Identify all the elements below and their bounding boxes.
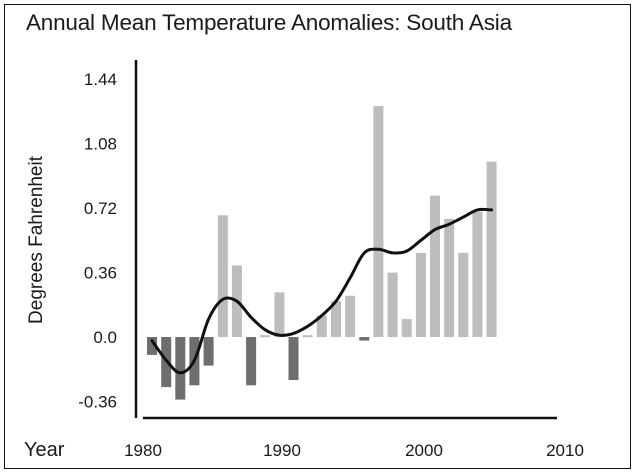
bar-1989 — [274, 292, 285, 338]
y-tick-label: 1.44 — [84, 70, 117, 89]
y-axis-label: Degrees Fahrenheit — [26, 155, 47, 324]
y-tick-label: 0.72 — [84, 199, 117, 218]
bar-2000 — [430, 195, 440, 337]
bar-1980 — [147, 337, 157, 355]
chart-frame — [4, 4, 631, 469]
bar-1982 — [175, 337, 186, 400]
bar-1993 — [331, 301, 341, 337]
x-tick-labels: 1980 1990 2000 2010 — [124, 441, 584, 460]
x-axis-label: Year — [24, 439, 65, 461]
x-tick-label: 2000 — [405, 441, 443, 460]
y-tick-label: 0.36 — [84, 264, 117, 283]
bar-1987 — [246, 337, 257, 386]
trend-line — [150, 207, 494, 375]
bar-1984 — [203, 337, 214, 366]
bar-2004 — [486, 161, 497, 337]
y-tick-label: 1.08 — [84, 135, 117, 154]
bar-2002 — [458, 252, 469, 337]
bar-group — [147, 106, 497, 400]
bar-1991 — [302, 335, 313, 338]
chart-title: Annual Mean Temperature Anomalies: South… — [26, 10, 512, 35]
bar-1988 — [260, 335, 271, 338]
bar-2003 — [472, 211, 483, 337]
x-tick-label: 2010 — [546, 441, 584, 460]
y-tick-label: -0.36 — [78, 392, 117, 411]
bar-1994 — [345, 295, 356, 337]
bar-1992 — [316, 315, 327, 337]
bar-1999 — [415, 252, 426, 337]
axes — [134, 60, 557, 420]
bar-1997 — [387, 272, 398, 337]
bar-1985 — [217, 215, 228, 337]
y-tick-label: 0.0 — [93, 328, 117, 347]
y-tick-labels: 1.44 1.08 0.72 0.36 0.0 -0.36 — [78, 70, 117, 411]
bar-1996 — [373, 106, 384, 337]
x-tick-label: 1990 — [263, 441, 301, 460]
x-tick-label: 1980 — [124, 441, 162, 460]
bar-1998 — [401, 319, 412, 337]
bar-1995 — [359, 337, 370, 341]
bar-1990 — [288, 337, 299, 380]
bar-2001 — [444, 218, 455, 337]
